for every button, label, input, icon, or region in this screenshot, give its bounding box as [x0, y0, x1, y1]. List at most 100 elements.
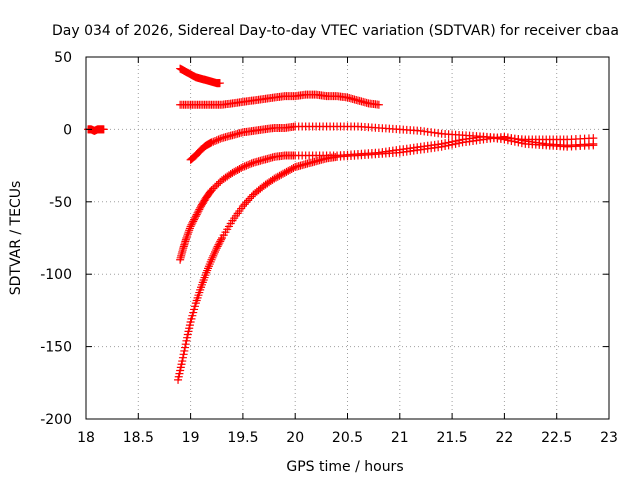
data-point: [178, 353, 187, 362]
data-point: [178, 357, 187, 366]
x-tick-label: 22.5: [541, 430, 572, 446]
y-tick-label: -200: [40, 412, 72, 428]
data-point: [185, 224, 194, 233]
data-point: [284, 166, 293, 175]
series-track-plateau: [176, 90, 383, 109]
data-point: [444, 141, 453, 150]
data-point: [510, 134, 519, 143]
data-point: [441, 142, 450, 151]
data-point: [211, 136, 220, 145]
data-point: [99, 125, 108, 134]
data-point: [182, 234, 191, 242]
y-tick-label: 50: [54, 50, 72, 66]
data-point: [230, 167, 239, 176]
x-tick-label: 19.5: [227, 430, 258, 446]
data-point: [244, 160, 253, 169]
data-point: [216, 237, 225, 246]
data-point: [240, 200, 249, 209]
data-point: [272, 173, 281, 182]
data-point: [212, 136, 221, 145]
data-point: [190, 213, 199, 222]
data-point: [187, 220, 196, 229]
x-tick-label: 23: [600, 430, 618, 446]
x-tick-label: 20.5: [332, 430, 363, 446]
x-tick-label: 22: [495, 430, 513, 446]
data-point: [245, 194, 254, 203]
x-axis-ticks: 18 18.5 19 19.5 20 20.5 21 21.5 22 22.5 23: [77, 57, 618, 446]
data-series: [84, 64, 598, 384]
data-point: [214, 135, 223, 144]
data-point: [280, 168, 289, 177]
x-tick-label: 20: [286, 430, 304, 446]
data-point: [270, 174, 279, 183]
data-point: [209, 251, 218, 260]
data-point: [238, 163, 247, 172]
data-point: [180, 346, 189, 355]
data-point: [184, 228, 193, 237]
data-point: [212, 244, 221, 253]
data-point: [500, 132, 509, 141]
data-point: [214, 240, 223, 249]
data-point: [207, 186, 216, 195]
data-point: [183, 232, 192, 241]
data-point: [237, 164, 246, 173]
data-point: [235, 164, 244, 173]
data-point: [244, 196, 253, 205]
data-point: [181, 343, 190, 352]
data-point: [451, 139, 460, 148]
data-point: [211, 247, 220, 256]
series-track-early: [84, 125, 108, 135]
data-point: [285, 165, 294, 174]
series-track-steep: [176, 132, 598, 264]
data-point: [209, 137, 218, 146]
x-tick-label: 19: [182, 430, 200, 446]
y-axis-ticks: 50 0 -50 -100 -150 -200: [40, 50, 609, 428]
data-point: [589, 139, 598, 148]
data-point: [231, 166, 240, 175]
data-point: [238, 202, 247, 211]
data-point: [189, 217, 198, 226]
data-point: [213, 242, 222, 251]
x-tick-label: 18.5: [123, 430, 154, 446]
data-point: [193, 208, 202, 217]
data-point: [277, 170, 286, 179]
data-point: [209, 184, 218, 193]
data-point: [247, 192, 256, 201]
data-point: [273, 172, 282, 181]
data-point: [191, 212, 200, 221]
series-track-deep: [174, 132, 598, 384]
data-point: [179, 350, 188, 359]
data-point: [507, 134, 516, 143]
y-tick-label: -100: [40, 267, 72, 283]
gridlines: [86, 57, 609, 419]
data-point: [185, 226, 194, 235]
series-track-top-arc: [176, 64, 224, 88]
data-point: [192, 210, 201, 219]
y-tick-label: 0: [63, 122, 72, 138]
x-tick-label: 21: [391, 430, 409, 446]
data-point: [503, 133, 512, 142]
data-point: [282, 167, 291, 176]
data-point: [215, 79, 224, 88]
data-point: [278, 169, 287, 178]
data-point: [194, 207, 203, 216]
data-point: [210, 249, 219, 258]
y-tick-label: -50: [49, 195, 72, 211]
data-point: [374, 100, 383, 109]
data-point: [207, 138, 216, 147]
data-point: [287, 164, 296, 173]
data-point: [247, 159, 256, 168]
data-point: [215, 239, 224, 248]
x-tick-label: 18: [77, 430, 95, 446]
data-point: [183, 230, 192, 239]
data-point: [228, 168, 237, 177]
data-point: [217, 235, 226, 244]
data-point: [216, 134, 225, 143]
data-point: [181, 340, 190, 349]
data-point: [514, 135, 523, 144]
x-axis-label: GPS time / hours: [286, 459, 403, 475]
data-point: [245, 160, 254, 169]
data-point: [208, 253, 217, 262]
data-point: [207, 255, 216, 264]
